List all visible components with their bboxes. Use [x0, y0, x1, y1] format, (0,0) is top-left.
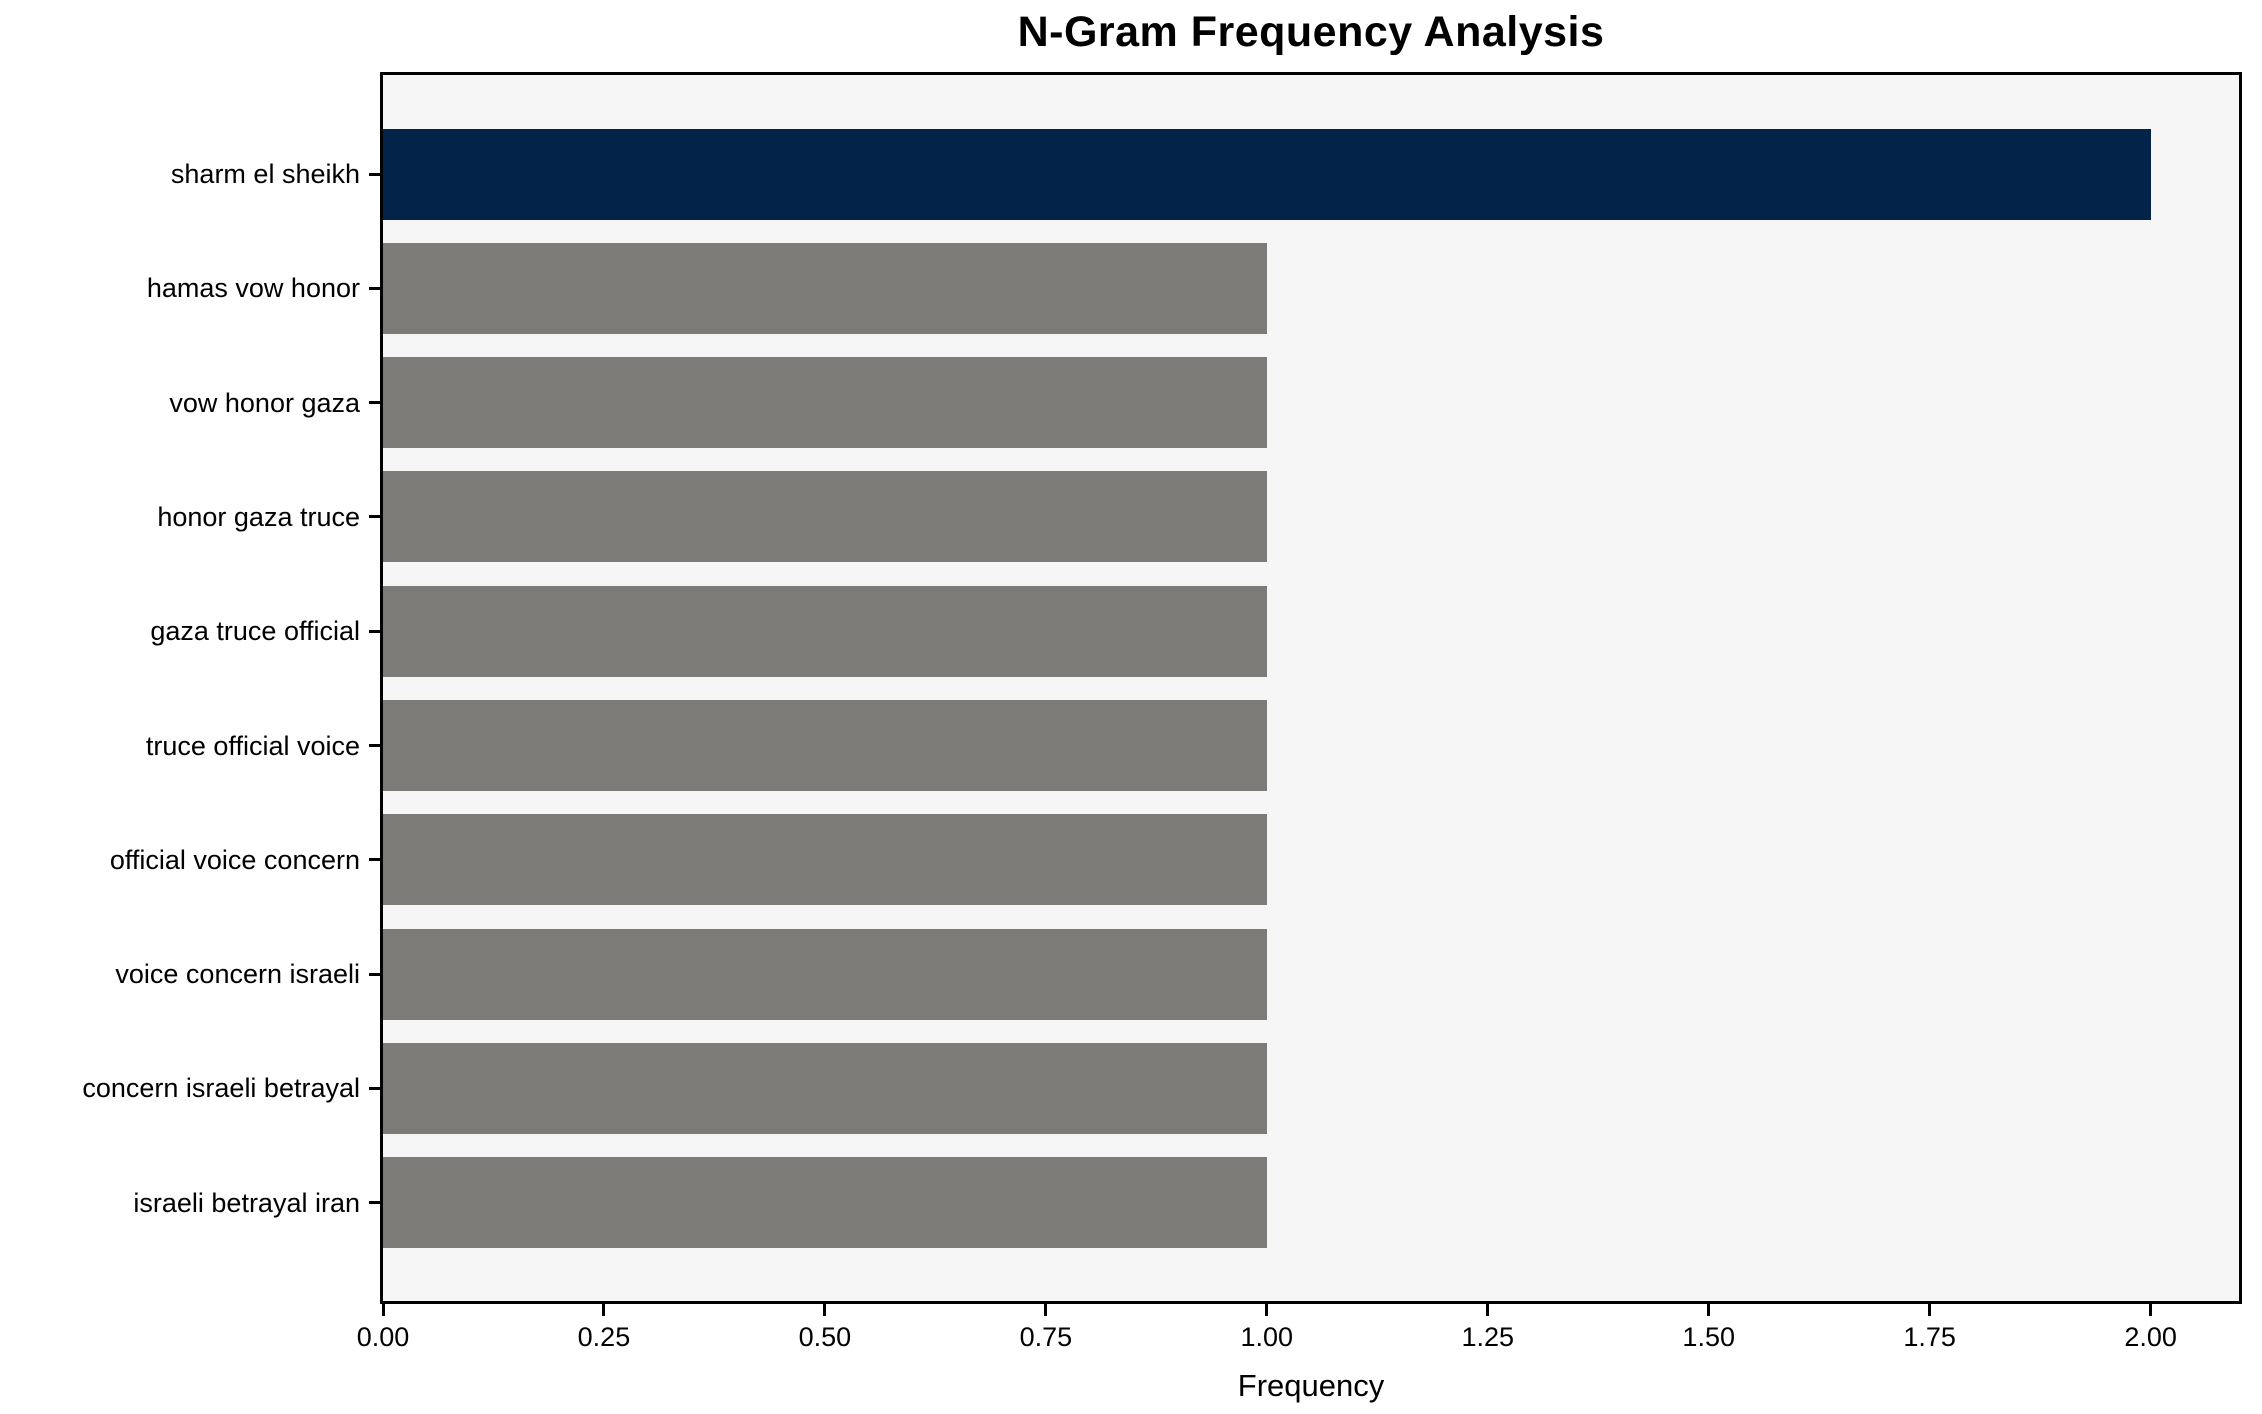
x-tick-label: 0.50 — [798, 1322, 852, 1352]
y-tick — [369, 401, 380, 405]
bar-gaza-truce-official — [383, 585, 1267, 677]
y-tick-label: gaza truce official — [150, 616, 360, 647]
bar-hamas-vow-honor — [383, 242, 1267, 334]
y-tick-label: sharm el sheikh — [170, 159, 360, 189]
y-tick-label: concern israeli betrayal — [82, 1073, 360, 1104]
x-tick-label: 2.00 — [2124, 1322, 2177, 1352]
x-tick — [381, 1304, 385, 1316]
x-tick-label: 1.25 — [1461, 1322, 1515, 1352]
x-tick-label: 1.50 — [1682, 1322, 1735, 1352]
x-tick-label: 1.00 — [1240, 1322, 1294, 1352]
x-tick — [823, 1304, 827, 1316]
bar-israeli-betrayal-iran — [383, 1157, 1267, 1249]
x-tick-label: 1.75 — [1903, 1322, 1956, 1352]
x-axis-label: Frequency — [1237, 1368, 1385, 1403]
bar-official-voice-concern — [383, 814, 1267, 906]
y-tick-label: vow honor gaza — [169, 387, 360, 418]
y-tick-label: honor gaza truce — [157, 501, 360, 532]
bar-concern-israeli-betrayal — [383, 1042, 1267, 1134]
x-tick — [1928, 1304, 1932, 1316]
x-tick — [1265, 1304, 1269, 1316]
x-tick — [602, 1304, 606, 1316]
y-tick-label: voice concern israeli — [115, 959, 360, 990]
y-tick — [369, 1201, 380, 1205]
y-tick — [369, 286, 380, 290]
y-tick — [369, 629, 380, 633]
bar-honor-gaza-truce — [383, 471, 1267, 563]
y-tick-label: official voice concern — [109, 844, 360, 875]
x-tick — [2149, 1304, 2153, 1316]
x-tick-label: 0.25 — [577, 1322, 631, 1352]
bar-voice-concern-israeli — [383, 928, 1267, 1020]
plot-area — [380, 72, 2242, 1304]
chart-title: N-Gram Frequency Analysis — [1017, 8, 1605, 56]
y-tick — [369, 858, 380, 862]
x-tick-label: 0.00 — [356, 1322, 410, 1352]
y-tick — [369, 1086, 380, 1090]
x-tick-label: 0.75 — [1019, 1322, 1073, 1352]
y-tick — [369, 972, 380, 976]
y-tick — [369, 744, 380, 747]
x-tick — [1044, 1304, 1048, 1316]
bar-truce-official-voice — [383, 700, 1267, 791]
x-tick — [1707, 1304, 1711, 1316]
y-tick — [369, 172, 380, 176]
bar-sharm-el-sheikh — [383, 128, 2151, 220]
y-tick-label: truce official voice — [145, 730, 360, 761]
y-tick-label: israeli betrayal iran — [133, 1187, 360, 1218]
y-tick — [369, 515, 380, 519]
x-tick — [1486, 1304, 1490, 1316]
bar-vow-honor-gaza — [383, 357, 1267, 449]
y-tick-label: hamas vow honor — [146, 273, 360, 304]
